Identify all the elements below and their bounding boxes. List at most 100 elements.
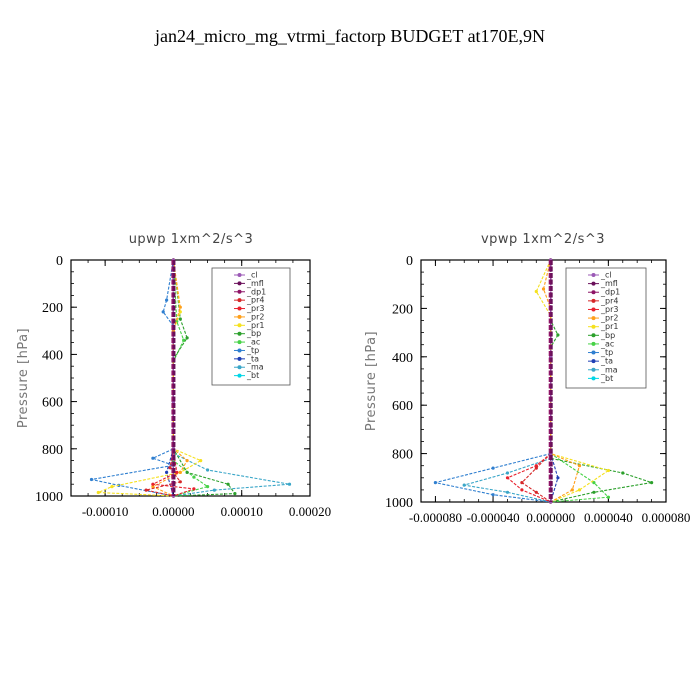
data-point [505,471,510,475]
data-point [151,485,155,489]
legend-marker [591,307,596,312]
series-line-pr4 [521,260,552,503]
data-point [462,483,466,487]
data-point [192,475,196,479]
legend-marker [237,331,242,336]
y-tick-label: 1000 [385,496,413,511]
chart-upwp: upwp 1xm^2/s^3 Pressure [hPa] 0 200 400 600… [16,232,331,519]
data-point [185,459,189,463]
series-line-ma [464,260,552,503]
data-point [577,488,582,492]
data-point [96,490,100,495]
data-point [520,488,524,492]
legend-box [211,267,291,386]
legend-marker [591,333,596,338]
legend-label: _ac [246,338,260,347]
axis-ticks: 0 200 400 600 800 1000 -0.00010 0.00000 0.00010 0… [35,254,331,519]
legend-label: _tp [600,348,613,357]
data-point [161,310,165,314]
data-point [212,488,216,492]
data-point [556,333,560,337]
data-point [185,470,189,474]
y-tick-label: 600 [392,399,413,414]
data-point [151,456,155,460]
x-tick-label: -0.000040 [467,510,520,525]
legend-marker [591,273,596,277]
series-line-ma [172,260,290,497]
data-point [592,481,596,485]
data-point [534,466,538,470]
series-line-ta [166,260,174,497]
legend-label: _bt [600,374,613,383]
data-point [541,287,546,291]
series-line-pr3 [506,260,552,503]
x-tick-label: -0.000080 [409,510,462,525]
series-line-tp [435,260,552,503]
figure-title: jan24_micro_mg_vtrmi_factorp BUDGET at17… [154,26,545,46]
legend-label: _ac [600,339,614,348]
data-point [606,468,611,473]
x-tick-label: 0.000000 [526,510,575,525]
legend-marker [237,289,242,294]
legend-label: _dp1 [600,288,620,297]
y-tick-label: 400 [42,348,63,363]
legend-marker [237,298,242,303]
legend-label: _pr1 [246,321,264,330]
data-point [226,482,230,486]
y-tick-label: 0 [56,254,63,269]
y-tick-label: 800 [42,443,63,458]
data-point [534,490,538,494]
chart-title: vpwp 1xm^2/s^3 [481,232,605,247]
data-point [199,459,203,463]
legend-label: _tp [246,346,259,355]
data-point [433,481,437,485]
data-point [570,488,574,492]
legend-marker [237,356,242,361]
series-line-tp [91,259,174,497]
legend-marker [591,324,596,329]
legend-marker [591,376,596,381]
series-lines [89,258,292,498]
y-axis-label: Pressure [hPa] [16,328,31,428]
data-point [144,488,148,492]
legend-label: _ta [600,357,613,366]
legend-label: _pr4 [246,296,264,305]
data-point [621,471,625,475]
legend-label: _pr2 [246,312,264,321]
data-point [287,482,292,486]
legend-label: _dp1 [246,287,266,296]
data-point [491,493,495,497]
legend-label: _cl [600,271,612,280]
data-point [534,289,538,294]
data-point [206,485,210,489]
data-point [505,476,510,480]
legend-marker [237,281,242,286]
y-tick-label: 200 [392,302,413,317]
data-point [650,481,654,485]
series-lines [433,258,654,504]
legend-marker [237,373,242,378]
y-tick-label: 0 [406,254,413,269]
data-point [89,477,94,482]
legend-marker [591,290,596,295]
data-point [233,492,237,496]
data-point [192,487,196,491]
x-tick-label: 0.000080 [642,510,691,525]
y-tick-label: 400 [392,351,413,366]
data-point [168,466,172,470]
y-tick-label: 600 [42,396,63,411]
data-point [178,480,182,484]
series-line-pr1 [98,259,202,497]
legend-marker [237,348,242,353]
legend-label: _pr3 [246,304,264,313]
x-tick-label: 0.00000 [152,504,194,519]
legend-label: _ma [600,365,618,374]
legend-label: _bp [600,331,615,340]
data-point [592,490,596,494]
data-point [110,485,114,489]
y-tick-label: 200 [42,301,63,316]
legend-marker [591,341,596,346]
legend-marker [591,316,596,321]
y-axis-label: Pressure [hPa] [364,331,379,431]
series-line-ac [172,259,209,497]
